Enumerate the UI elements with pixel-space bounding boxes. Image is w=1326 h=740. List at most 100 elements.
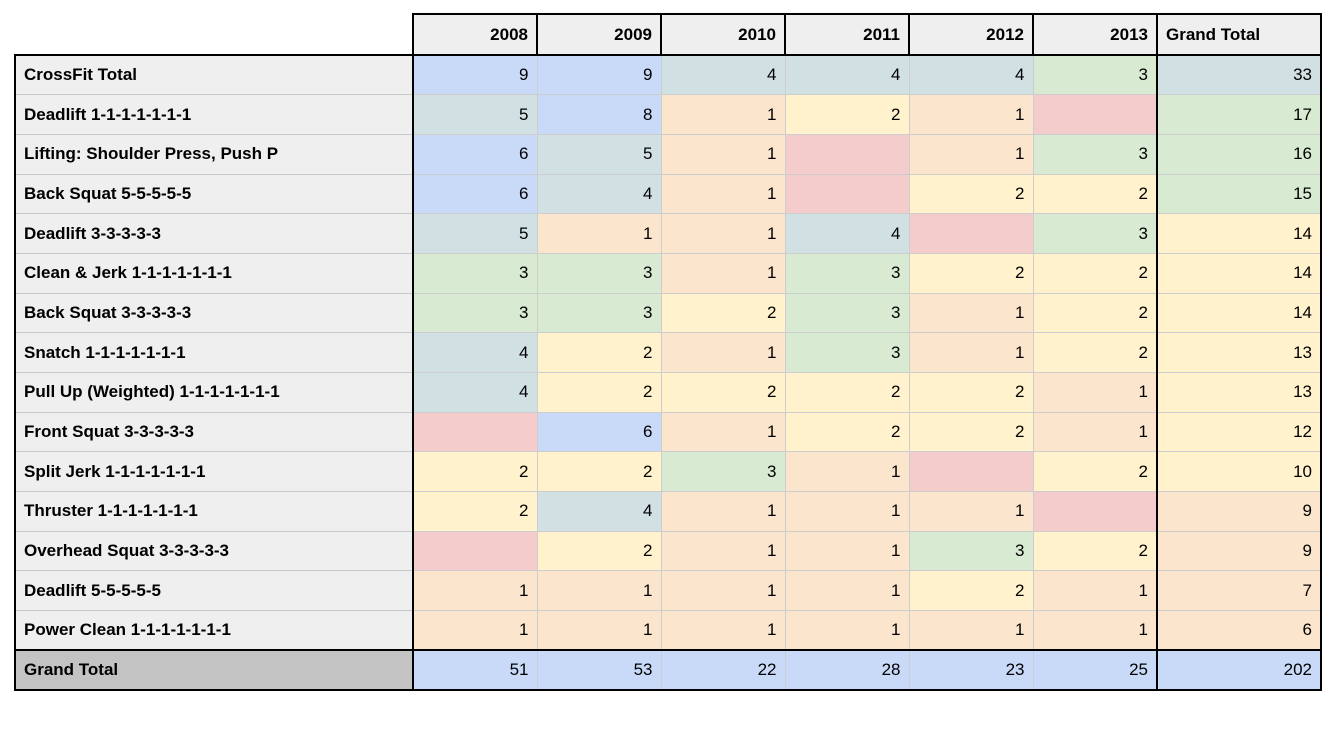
table-cell[interactable]: 1 xyxy=(908,332,1034,373)
row-label[interactable]: Back Squat 3-3-3-3-3 xyxy=(14,292,414,334)
table-cell[interactable]: 3 xyxy=(1032,213,1158,254)
table-cell[interactable]: 1 xyxy=(660,491,786,532)
table-cell[interactable]: 2 xyxy=(1032,530,1158,572)
table-cell[interactable]: 3 xyxy=(1032,133,1158,175)
table-cell[interactable]: 1 xyxy=(660,213,786,254)
table-cell[interactable]: 2 xyxy=(1032,451,1158,493)
table-cell[interactable]: 1 xyxy=(908,94,1034,135)
table-cell[interactable]: 3 xyxy=(784,292,910,334)
table-cell[interactable]: 28 xyxy=(784,649,910,691)
row-label[interactable]: Power Clean 1-1-1-1-1-1-1 xyxy=(14,610,414,651)
row-label[interactable]: Front Squat 3-3-3-3-3 xyxy=(14,411,414,453)
table-cell[interactable]: 3 xyxy=(412,252,538,294)
row-label[interactable]: Deadlift 1-1-1-1-1-1-1 xyxy=(14,94,414,135)
table-cell[interactable]: 2 xyxy=(536,372,662,413)
table-cell[interactable]: 2 xyxy=(412,451,538,493)
table-cell[interactable]: 1 xyxy=(784,570,910,612)
column-header-2013[interactable]: 2013 xyxy=(1032,13,1158,56)
table-cell[interactable]: 1 xyxy=(660,411,786,453)
table-cell[interactable]: 1 xyxy=(536,610,662,651)
table-cell[interactable]: 1 xyxy=(784,451,910,493)
table-cell[interactable]: 4 xyxy=(536,173,662,215)
table-cell[interactable]: 9 xyxy=(1156,530,1322,572)
row-label[interactable]: Snatch 1-1-1-1-1-1-1 xyxy=(14,332,414,373)
table-cell[interactable]: 16 xyxy=(1156,133,1322,175)
table-cell[interactable]: 2 xyxy=(536,332,662,373)
table-cell[interactable]: 9 xyxy=(412,54,538,96)
table-cell[interactable]: 4 xyxy=(908,54,1034,96)
table-cell[interactable]: 3 xyxy=(1032,54,1158,96)
table-cell[interactable]: 2 xyxy=(784,411,910,453)
table-cell[interactable]: 17 xyxy=(1156,94,1322,135)
table-cell[interactable]: 15 xyxy=(1156,173,1322,215)
table-cell[interactable]: 5 xyxy=(536,133,662,175)
column-header-2009[interactable]: 2009 xyxy=(536,13,662,56)
table-cell[interactable] xyxy=(908,451,1034,493)
table-cell[interactable]: 13 xyxy=(1156,332,1322,373)
table-cell[interactable]: 1 xyxy=(1032,610,1158,651)
table-cell[interactable]: 3 xyxy=(908,530,1034,572)
table-cell[interactable]: 2 xyxy=(412,491,538,532)
table-cell[interactable]: 1 xyxy=(536,570,662,612)
table-cell[interactable]: 2 xyxy=(784,372,910,413)
table-cell[interactable]: 1 xyxy=(784,491,910,532)
table-cell[interactable]: 2 xyxy=(908,372,1034,413)
table-cell[interactable]: 22 xyxy=(660,649,786,691)
table-cell[interactable]: 4 xyxy=(784,54,910,96)
table-cell[interactable]: 7 xyxy=(1156,570,1322,612)
table-cell[interactable] xyxy=(784,173,910,215)
table-cell[interactable]: 1 xyxy=(1032,372,1158,413)
table-cell[interactable]: 4 xyxy=(412,372,538,413)
row-label[interactable]: Clean & Jerk 1-1-1-1-1-1-1 xyxy=(14,252,414,294)
table-cell[interactable]: 2 xyxy=(536,451,662,493)
row-label[interactable]: Split Jerk 1-1-1-1-1-1-1 xyxy=(14,451,414,493)
table-cell[interactable]: 3 xyxy=(660,451,786,493)
table-cell[interactable]: 1 xyxy=(660,173,786,215)
table-cell[interactable]: 25 xyxy=(1032,649,1158,691)
table-cell[interactable]: 2 xyxy=(660,372,786,413)
table-cell[interactable]: 4 xyxy=(412,332,538,373)
table-cell[interactable]: 6 xyxy=(412,173,538,215)
grand-total-label[interactable]: Grand Total xyxy=(14,649,414,691)
table-cell[interactable]: 2 xyxy=(1032,332,1158,373)
table-cell[interactable]: 4 xyxy=(536,491,662,532)
column-header-2008[interactable]: 2008 xyxy=(412,13,538,56)
table-cell[interactable]: 3 xyxy=(784,332,910,373)
table-cell[interactable]: 1 xyxy=(660,252,786,294)
row-label[interactable]: Deadlift 3-3-3-3-3 xyxy=(14,213,414,254)
table-cell[interactable]: 4 xyxy=(784,213,910,254)
table-cell[interactable]: 14 xyxy=(1156,292,1322,334)
table-cell[interactable]: 9 xyxy=(1156,491,1322,532)
table-cell[interactable]: 8 xyxy=(536,94,662,135)
table-cell[interactable]: 3 xyxy=(412,292,538,334)
table-cell[interactable]: 1 xyxy=(536,213,662,254)
table-cell[interactable]: 1 xyxy=(784,610,910,651)
table-cell[interactable]: 4 xyxy=(660,54,786,96)
table-cell[interactable]: 1 xyxy=(660,332,786,373)
table-cell[interactable] xyxy=(412,411,538,453)
table-cell[interactable]: 1 xyxy=(1032,411,1158,453)
table-cell[interactable]: 6 xyxy=(1156,610,1322,651)
column-header-2012[interactable]: 2012 xyxy=(908,13,1034,56)
table-cell[interactable]: 1 xyxy=(412,610,538,651)
row-label[interactable]: Pull Up (Weighted) 1-1-1-1-1-1-1 xyxy=(14,372,414,413)
table-cell[interactable] xyxy=(784,133,910,175)
table-cell[interactable]: 9 xyxy=(536,54,662,96)
row-label[interactable]: CrossFit Total xyxy=(14,54,414,96)
row-label[interactable]: Lifting: Shoulder Press, Push P xyxy=(14,133,414,175)
table-cell[interactable] xyxy=(908,213,1034,254)
table-cell[interactable]: 6 xyxy=(536,411,662,453)
column-header-grand-total[interactable]: Grand Total xyxy=(1156,13,1322,56)
table-cell[interactable]: 3 xyxy=(784,252,910,294)
row-label[interactable]: Overhead Squat 3-3-3-3-3 xyxy=(14,530,414,572)
table-cell[interactable]: 1 xyxy=(660,133,786,175)
table-cell[interactable]: 23 xyxy=(908,649,1034,691)
table-cell[interactable]: 1 xyxy=(908,491,1034,532)
table-cell[interactable]: 14 xyxy=(1156,213,1322,254)
table-cell[interactable]: 1 xyxy=(1032,570,1158,612)
table-cell[interactable]: 5 xyxy=(412,94,538,135)
table-cell[interactable]: 1 xyxy=(660,570,786,612)
table-cell[interactable]: 2 xyxy=(536,530,662,572)
table-cell[interactable]: 12 xyxy=(1156,411,1322,453)
table-cell[interactable]: 2 xyxy=(1032,173,1158,215)
